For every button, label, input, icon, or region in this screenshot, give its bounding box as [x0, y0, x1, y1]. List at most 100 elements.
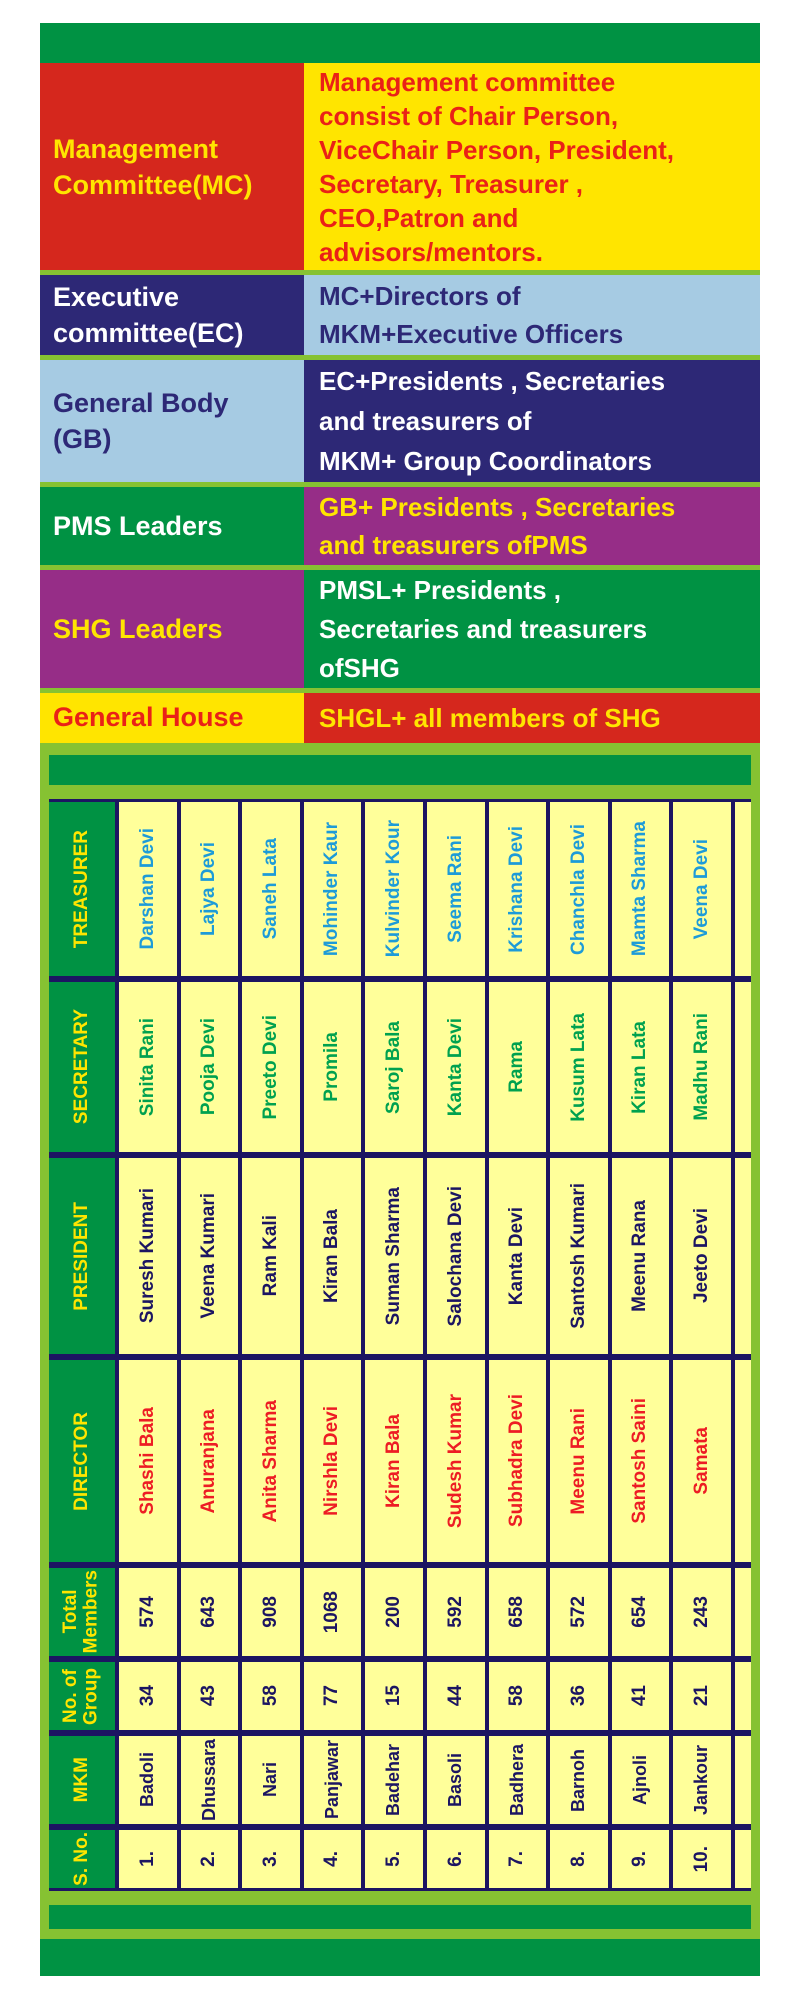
table-cell: 21 — [673, 1662, 735, 1730]
role-description: PMSL+ Presidents , Secretaries and treas… — [319, 574, 648, 683]
hierarchy-row-gb: General Body (GB) EC+Presidents , Secret… — [40, 360, 760, 482]
role-cell-pms: PMS Leaders — [40, 487, 304, 565]
table-cell-value: 43 — [198, 1685, 220, 1707]
table-cell: 200 — [365, 1568, 427, 1656]
table-cell: Mohinder Kaur — [303, 802, 366, 976]
table-band-no-of-group: No. of Group 34 43 58 77 15 44 58 36 41 21 — [49, 1662, 751, 1736]
table-cell: Lajya Devi — [180, 802, 243, 976]
table-cell: 43 — [180, 1662, 243, 1730]
table-cell-value: Seema Rani — [444, 835, 466, 943]
table-cell: Subhadra Devi — [488, 1360, 551, 1562]
hierarchy-row-ec: Executive committee(EC) MC+Directors of … — [40, 275, 760, 355]
band-cells-mkm: Badoli Dhussara Nari Panjawar Badehar Basoli B… — [119, 1736, 751, 1824]
table-cell: Pooja Devi — [180, 982, 243, 1152]
band-cells-director: Shashi Bala Anuranjana Anita Sharma Nirshla… — [119, 1360, 751, 1562]
table-cell-value: Kiran Bala — [382, 1414, 404, 1508]
table-cell-value: Santosh Kumari — [567, 1183, 589, 1329]
table-cell: 4. — [303, 1830, 366, 1888]
table-cell-value: Kulvinder Kour — [382, 820, 404, 958]
table-cell: 1. — [119, 1830, 181, 1888]
table-cell-value: Saneh Lata — [259, 838, 281, 940]
band-header-cell-no-of-group: No. of Group — [49, 1662, 119, 1730]
table-cell: Promila — [303, 982, 366, 1152]
table-cell-value: Sinita Rani — [136, 1017, 158, 1117]
table-cell-value: Anita Sharma — [259, 1399, 281, 1523]
table-cell-value: Sudesh Kumar — [444, 1393, 466, 1529]
table-cell-value: 1068 — [321, 1590, 343, 1634]
table-cell: Sinita Rani — [119, 982, 181, 1152]
band-header-label: S. No. — [70, 1832, 92, 1886]
table-cell-value: Jeeto Devi — [690, 1208, 712, 1304]
table-cell: Meenu Rana — [611, 1158, 674, 1354]
table-cell: 7. — [488, 1830, 551, 1888]
table-cell-value: Veena Kumari — [198, 1193, 220, 1319]
role-description: MC+Directors of MKM+Executive Officers — [319, 281, 624, 349]
table-cell: 2. — [180, 1830, 243, 1888]
table-cell-value: 9. — [629, 1851, 651, 1867]
description-cell-ec: MC+Directors of MKM+Executive Officers — [304, 275, 760, 355]
hierarchy-row-pms: PMS Leaders GB+ Presidents , Secretaries… — [40, 487, 760, 565]
band-header-cell-secretary: SECRETARY — [49, 982, 119, 1152]
table-bottom-bar — [49, 1905, 751, 1929]
table-cell-value: Anuranjana — [198, 1408, 220, 1514]
table-cell-value: 58 — [506, 1685, 528, 1707]
role-cell-shg: SHG Leaders — [40, 570, 304, 688]
bottom-border-bar — [40, 1939, 760, 1976]
table-cell: Chanchla Devi — [550, 802, 612, 976]
table-cell-value: 77 — [321, 1685, 343, 1707]
table-cell: Badoli — [119, 1736, 181, 1824]
table-cell: Kulvinder Kour — [365, 802, 427, 976]
table-cell-value: Panjawar — [321, 1740, 342, 1820]
band-cells-s-no: 1. 2. 3. 4. 5. 6. 7. 8. 9. 10. — [119, 1830, 751, 1888]
description-cell-gb: EC+Presidents , Secretaries and treasure… — [304, 360, 760, 482]
role-description: EC+Presidents , Secretaries and treasure… — [319, 366, 666, 476]
band-header-cell-treasurer: TREASURER — [49, 802, 119, 976]
table-cell: Badehar — [365, 1736, 427, 1824]
table-cell: 572 — [550, 1568, 612, 1656]
table-cell-value: Madhu Rani — [690, 1013, 712, 1121]
table-cell-value: 41 — [629, 1685, 651, 1707]
table-cell-value: Chanchla Devi — [567, 823, 589, 955]
table-cell: Seema Rani — [426, 802, 489, 976]
description-cell-general-house: SHGL+ all members of SHG — [304, 693, 760, 743]
hierarchy-row-mc: Management Committee(MC) Management comm… — [40, 63, 760, 270]
table-cell-value: 658 — [506, 1596, 528, 1628]
table-cell: 6. — [426, 1830, 489, 1888]
table-cell: 658 — [488, 1568, 551, 1656]
table-spacer-cell — [734, 1662, 751, 1730]
table-cell-value: Suman Sharma — [382, 1186, 404, 1326]
table-spacer-cell — [734, 982, 751, 1152]
table-cell: 574 — [119, 1568, 181, 1656]
table-cell-value: Ajnoli — [629, 1755, 650, 1805]
table-band-director: DIRECTOR Shashi Bala Anuranjana Anita Shar… — [49, 1360, 751, 1568]
role-description: Management committee consist of Chair Pe… — [319, 66, 674, 267]
table-band-president: PRESIDENT Suresh Kumari Veena Kumari Ram K… — [49, 1158, 751, 1360]
table-cell: Veena Devi — [673, 802, 735, 976]
table-cell-value: Badhera — [506, 1743, 527, 1817]
table-cell-value: Dhussara — [198, 1738, 219, 1822]
table-cell: Kanta Devi — [488, 1158, 551, 1354]
table-spacer-cell — [734, 1830, 751, 1888]
table-cell-value: Meenu Rana — [629, 1200, 651, 1312]
table-cell: Anita Sharma — [242, 1360, 304, 1562]
description-cell-mc: Management committee consist of Chair Pe… — [304, 63, 760, 270]
table-cell: 58 — [488, 1662, 551, 1730]
band-cells-secretary: Sinita Rani Pooja Devi Preeto Devi Promila S… — [119, 982, 751, 1152]
table-cell-value: Kanta Devi — [444, 1017, 466, 1117]
table-cell-value: 10. — [690, 1845, 712, 1873]
role-cell-gb: General Body (GB) — [40, 360, 304, 482]
table-cell: 34 — [119, 1662, 181, 1730]
table-cell: 9. — [611, 1830, 674, 1888]
table-cell-value: 7. — [506, 1851, 528, 1867]
hierarchy-section: Management Committee(MC) Management comm… — [40, 63, 760, 743]
table-cell-value: Rama — [506, 1041, 528, 1093]
table-cell: Saneh Lata — [242, 802, 304, 976]
table-band-treasurer: TREASURER Darshan Devi Lajya Devi Saneh La… — [49, 802, 751, 982]
table-cell: Nari — [242, 1736, 304, 1824]
table-cell: 243 — [673, 1568, 735, 1656]
table-cell: 58 — [242, 1662, 304, 1730]
table-cell: Veena Kumari — [180, 1158, 243, 1354]
table-cell-value: 908 — [259, 1596, 281, 1628]
table-cell: Panjawar — [303, 1736, 366, 1824]
table-cell-value: Nirshla Devi — [321, 1406, 343, 1516]
